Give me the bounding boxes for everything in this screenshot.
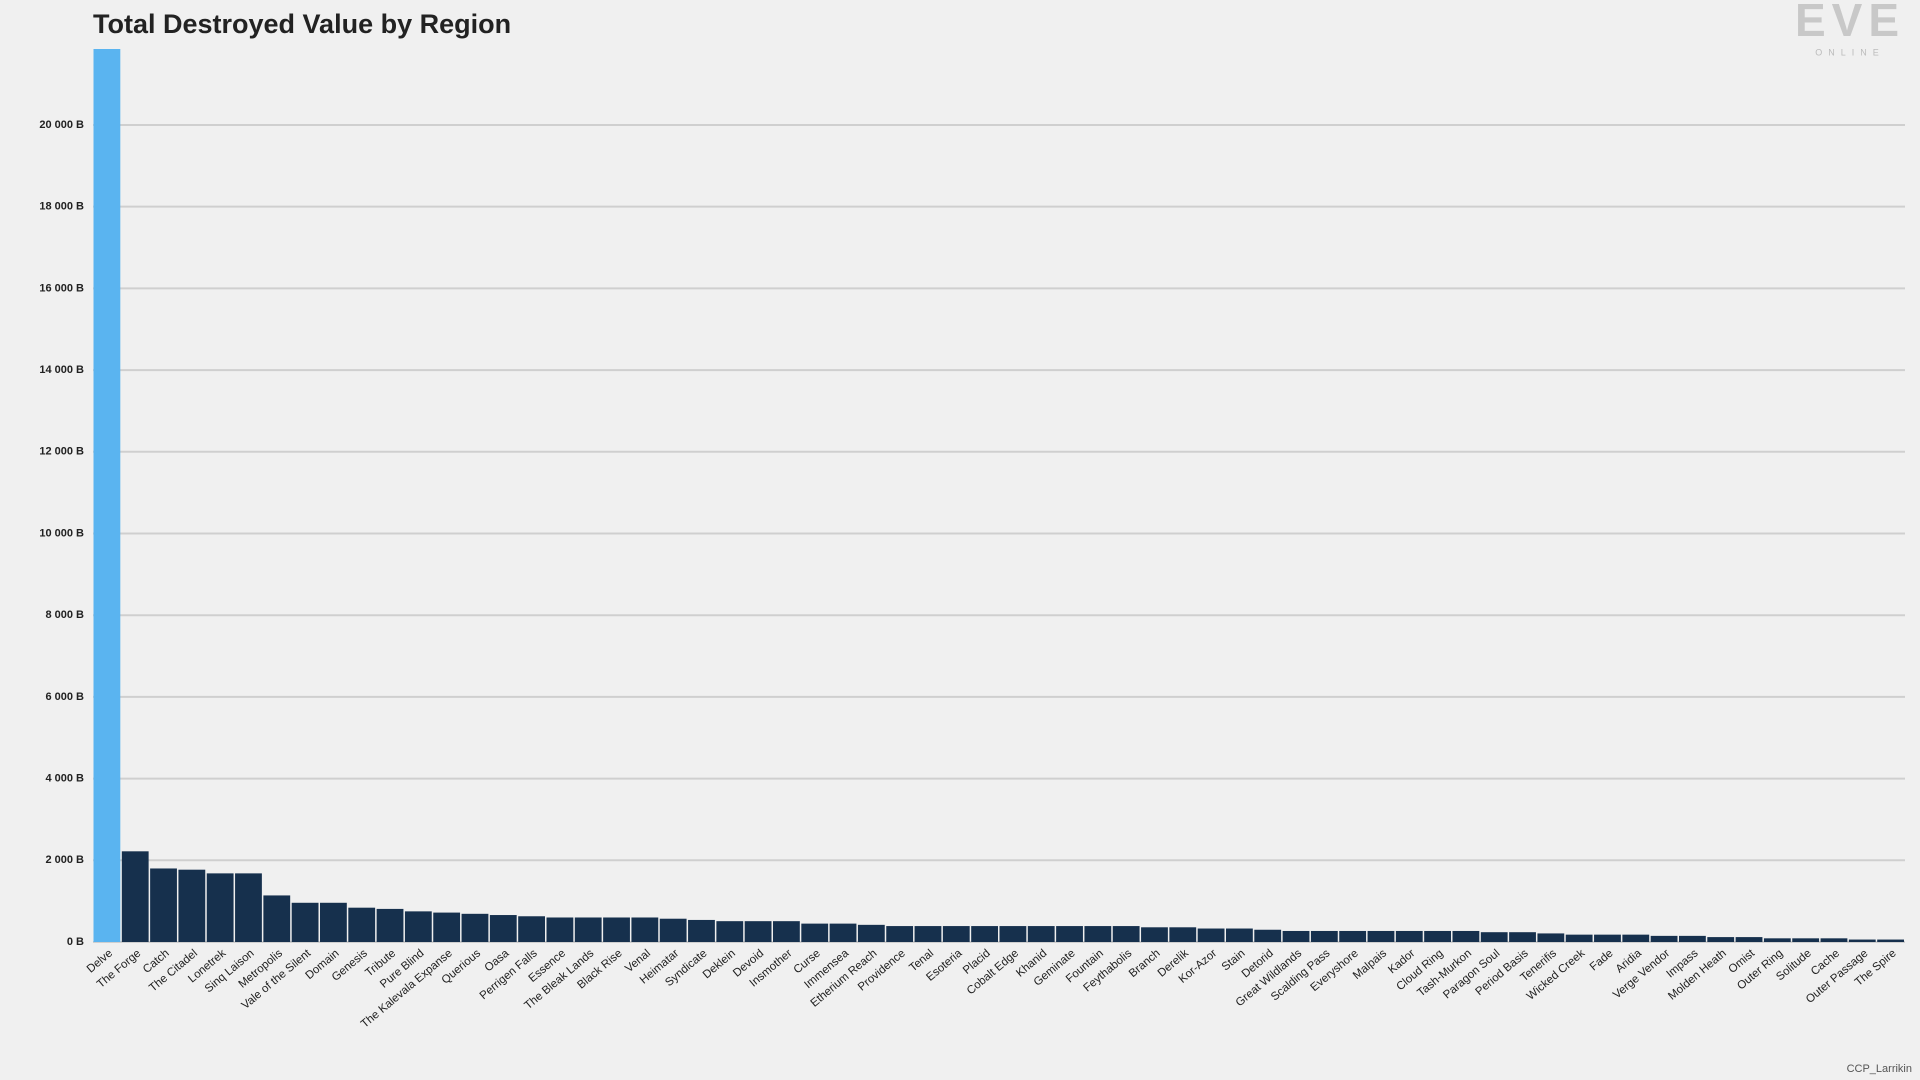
bar bbox=[1452, 930, 1480, 942]
bar bbox=[376, 908, 404, 942]
bar bbox=[1622, 934, 1650, 942]
bar bbox=[1197, 928, 1225, 942]
bar bbox=[1367, 930, 1395, 942]
bar bbox=[1141, 927, 1168, 942]
bar bbox=[1763, 938, 1791, 942]
bar bbox=[320, 902, 347, 942]
bar bbox=[603, 917, 630, 942]
y-tick-label: 14 000 B bbox=[39, 364, 84, 376]
bar bbox=[291, 902, 319, 942]
bar bbox=[1509, 932, 1536, 942]
bar bbox=[1282, 930, 1310, 942]
logo: EVE bbox=[1795, 0, 1905, 46]
y-tick-label: 8 000 B bbox=[45, 609, 84, 621]
y-tick-label: 6 000 B bbox=[45, 691, 84, 703]
bar bbox=[235, 873, 262, 942]
y-tick-label: 18 000 B bbox=[39, 201, 84, 213]
bar bbox=[1792, 938, 1820, 942]
y-tick-label: 4 000 B bbox=[45, 773, 84, 785]
bar bbox=[1027, 926, 1055, 942]
bar bbox=[886, 926, 914, 942]
bar bbox=[1877, 939, 1904, 942]
bar bbox=[1735, 937, 1763, 942]
y-tick-label: 12 000 B bbox=[39, 446, 84, 458]
bar bbox=[999, 926, 1027, 942]
bar bbox=[1679, 935, 1706, 942]
x-tick-label: Branch bbox=[1127, 947, 1163, 980]
bar bbox=[631, 917, 659, 942]
bar bbox=[1395, 930, 1423, 942]
bar bbox=[461, 913, 489, 942]
bar bbox=[263, 895, 291, 942]
bar bbox=[574, 917, 602, 942]
bar bbox=[716, 921, 744, 942]
bar bbox=[801, 923, 829, 942]
x-tick-label: Deklein bbox=[701, 947, 738, 981]
bar bbox=[942, 926, 970, 942]
bar bbox=[688, 919, 715, 942]
bar bbox=[1565, 934, 1593, 942]
bar bbox=[433, 912, 461, 942]
y-tick-label: 0 B bbox=[67, 936, 84, 948]
y-tick-label: 20 000 B bbox=[39, 119, 84, 131]
bar bbox=[489, 915, 517, 942]
bar bbox=[1254, 929, 1282, 942]
bar bbox=[348, 907, 376, 942]
y-tick-label: 16 000 B bbox=[39, 282, 84, 294]
bar bbox=[744, 921, 772, 942]
bar bbox=[518, 916, 545, 942]
logo-sub: ONLINE bbox=[1815, 47, 1885, 57]
bar bbox=[1056, 926, 1083, 942]
chart-title: Total Destroyed Value by Region bbox=[93, 9, 511, 39]
bar bbox=[1226, 928, 1253, 942]
bar bbox=[546, 917, 574, 942]
bar bbox=[1594, 934, 1621, 942]
bar bbox=[914, 926, 942, 942]
bar bbox=[93, 49, 121, 942]
bar bbox=[1112, 926, 1140, 942]
bar bbox=[206, 873, 234, 942]
bar bbox=[1310, 930, 1338, 942]
bar bbox=[121, 851, 149, 942]
credit: CCP_Larrikin bbox=[1847, 1063, 1912, 1075]
bar bbox=[1820, 938, 1848, 942]
bar bbox=[1848, 939, 1876, 942]
bar bbox=[1480, 932, 1508, 942]
bar bbox=[1424, 930, 1451, 942]
bar bbox=[1537, 933, 1565, 942]
bar bbox=[857, 924, 885, 942]
bar bbox=[1650, 935, 1678, 942]
bar bbox=[971, 926, 998, 942]
bar bbox=[1707, 937, 1735, 942]
bar bbox=[404, 911, 432, 942]
bar bbox=[1169, 927, 1197, 942]
bar bbox=[659, 918, 687, 942]
y-tick-label: 10 000 B bbox=[39, 527, 84, 539]
x-tick-label: Fade bbox=[1588, 947, 1616, 973]
bar bbox=[178, 869, 206, 942]
bar bbox=[773, 921, 800, 942]
y-tick-label: 2 000 B bbox=[45, 854, 84, 866]
bar bbox=[829, 923, 857, 942]
bar bbox=[1339, 930, 1367, 942]
bar bbox=[1084, 926, 1112, 942]
bar bbox=[150, 868, 177, 942]
